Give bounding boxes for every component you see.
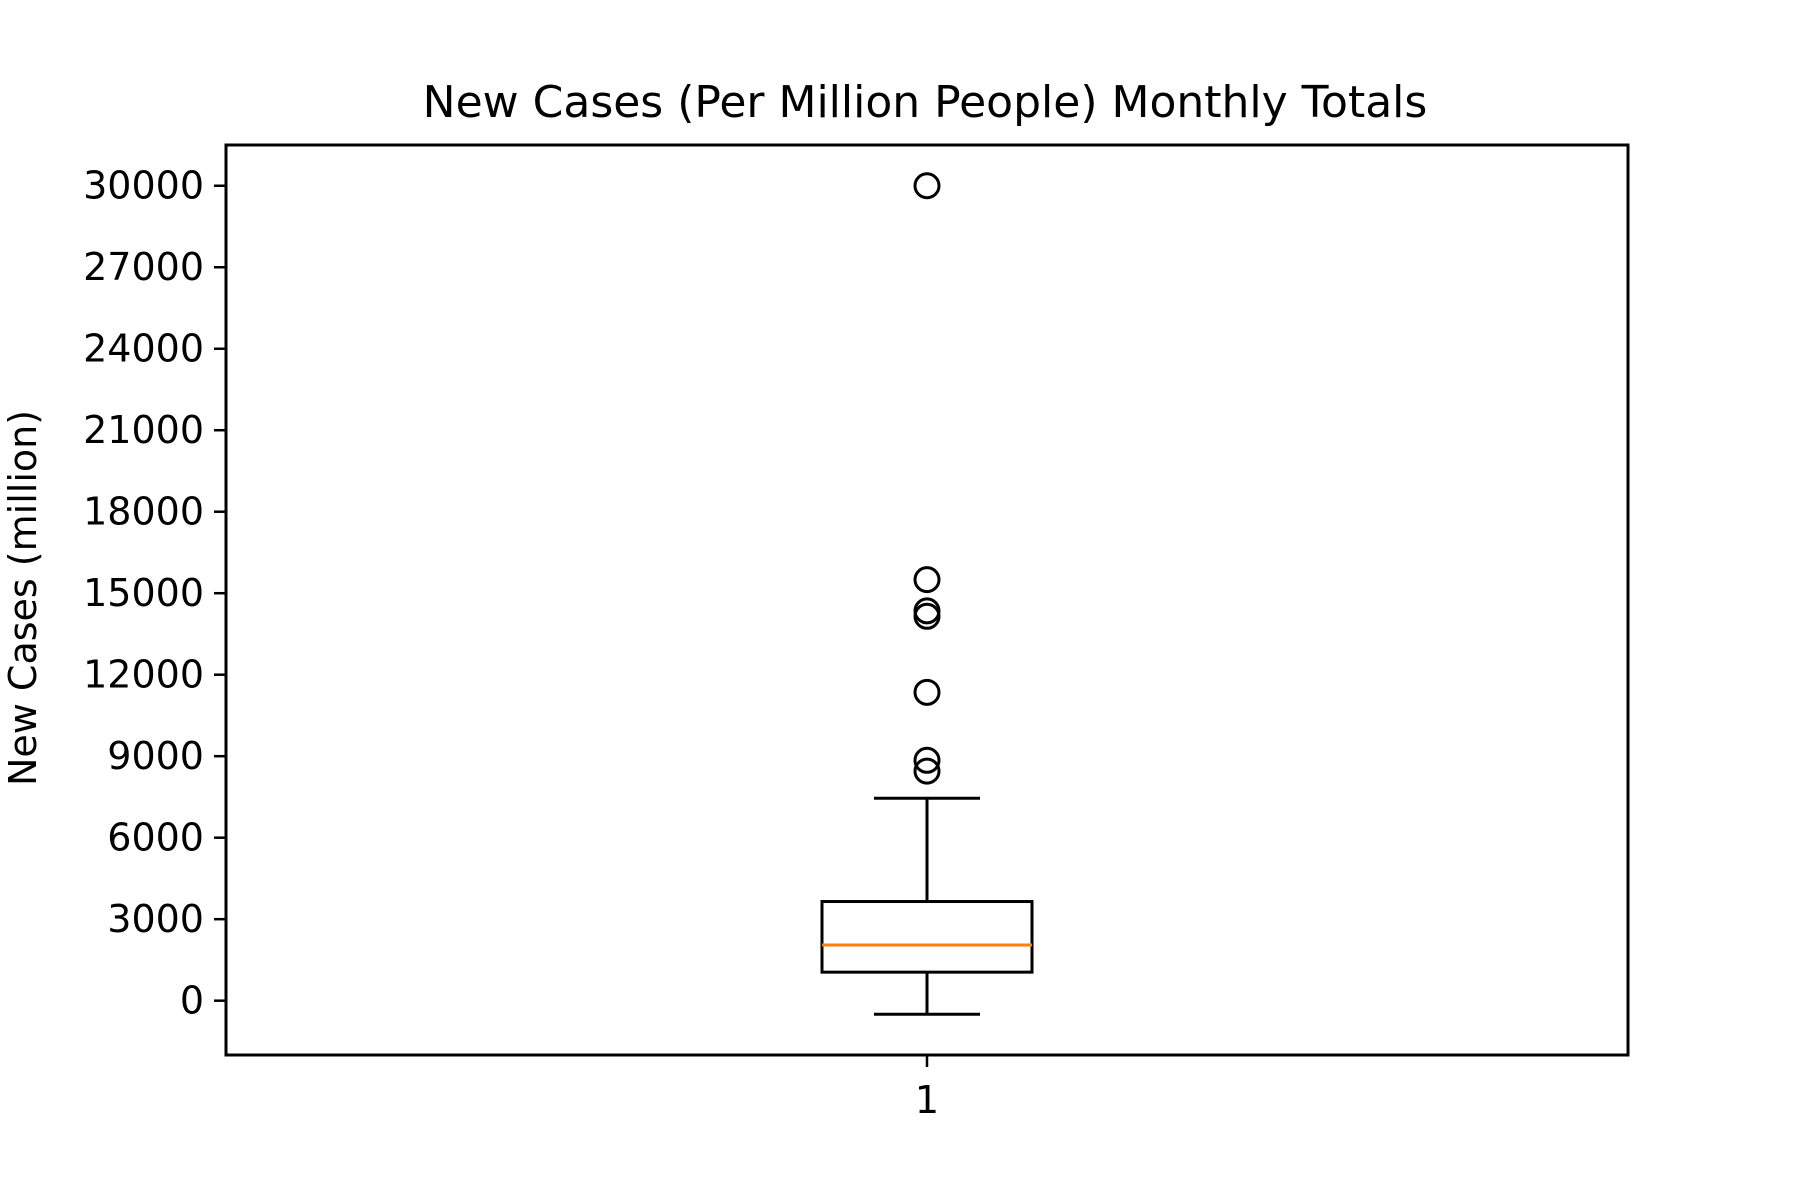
- x-axis: 1: [915, 1055, 939, 1122]
- y-tick-label: 3000: [107, 897, 204, 941]
- plot-area-frame: [224, 143, 1630, 1057]
- outlier-point: [913, 597, 941, 625]
- outlier-point: [913, 757, 941, 785]
- y-axis: 0 3000 6000 9000 12000 15000 18000 21000 24000 27…: [83, 164, 226, 1023]
- boxplot-series: [820, 172, 1034, 1016]
- outlier-point: [913, 172, 941, 200]
- y-tick-label: 0: [180, 979, 204, 1023]
- y-tick-label: 6000: [107, 816, 204, 860]
- x-tick-label: 1: [915, 1078, 939, 1122]
- y-tick-label: 18000: [83, 490, 204, 534]
- box-iqr: [820, 900, 1034, 974]
- outlier-point: [913, 746, 941, 774]
- y-tick-label: 15000: [83, 571, 204, 615]
- box-group: [820, 172, 1034, 1016]
- y-tick-label: 9000: [107, 734, 204, 778]
- y-tick-label: 30000: [83, 164, 204, 208]
- outlier-point: [913, 678, 941, 706]
- outlier-point: [913, 566, 941, 594]
- chart-title: New Cases (Per Million People) Monthly T…: [423, 77, 1428, 128]
- y-tick-label: 24000: [83, 327, 204, 371]
- y-tick-label: 21000: [83, 408, 204, 452]
- outlier-point: [913, 602, 941, 630]
- y-tick-label: 12000: [83, 653, 204, 697]
- y-tick-label: 27000: [83, 245, 204, 289]
- y-axis-label: New Cases (million): [1, 410, 45, 786]
